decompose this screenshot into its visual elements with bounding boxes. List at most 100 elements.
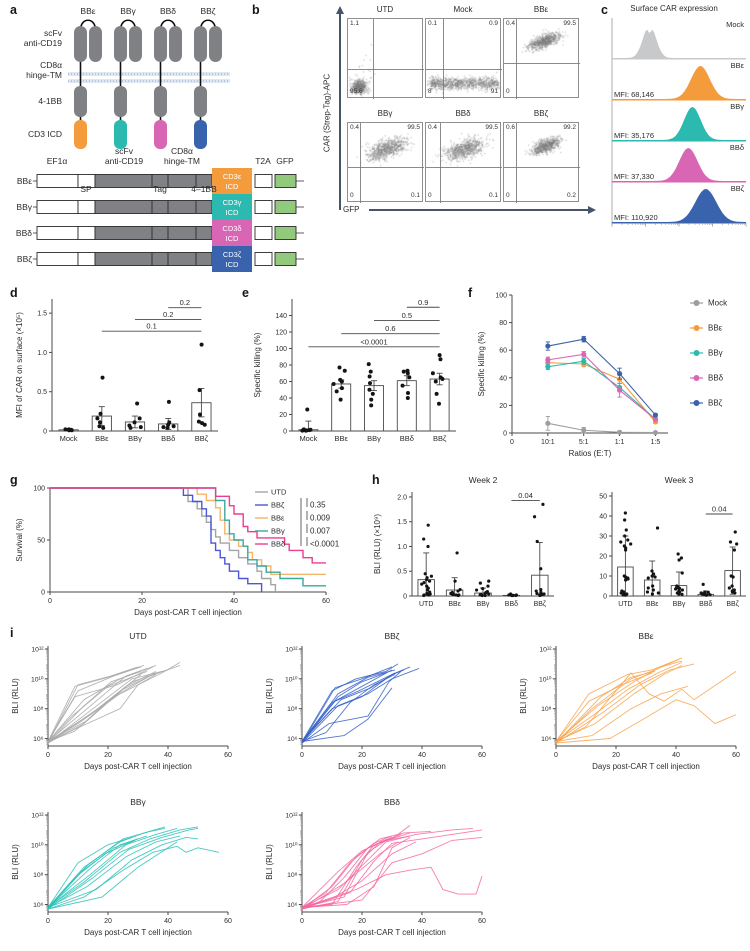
svg-text:10⁸: 10⁸ [287, 706, 298, 713]
svg-text:CD8α: CD8α [171, 146, 193, 156]
svg-text:1.5: 1.5 [37, 311, 47, 318]
svg-text:BLI (RLU): BLI (RLU) [265, 678, 274, 714]
bli-trace [47, 670, 142, 744]
svg-text:100: 100 [33, 486, 45, 493]
bli-trace [555, 660, 683, 742]
svg-text:1:5: 1:5 [651, 439, 661, 446]
svg-text:BBε: BBε [646, 601, 658, 608]
svg-text:BBδ: BBδ [271, 540, 285, 549]
svg-text:BBε: BBε [638, 631, 653, 641]
svg-text:Mock: Mock [60, 434, 78, 443]
svg-text:10⁸: 10⁸ [33, 872, 44, 879]
svg-text:BBζ: BBζ [271, 501, 285, 510]
svg-text:BBζ: BBζ [708, 399, 723, 408]
svg-text:CD3δ: CD3δ [222, 224, 241, 233]
panel-c-histograms: Mock BBε MFI: 68,146 BBγ MFI: 35,176 BBδ MFI: … [611, 18, 747, 227]
gate-line-horizontal [504, 167, 580, 168]
41bb-domain [74, 86, 87, 117]
svg-text:EF1α: EF1α [47, 156, 68, 166]
svg-text:T2A: T2A [255, 156, 271, 166]
svg-text:60: 60 [732, 752, 740, 759]
svg-text:CD3 ICD: CD3 ICD [28, 129, 62, 139]
svg-text:10⁶: 10⁶ [33, 736, 44, 743]
svg-text:20: 20 [138, 598, 146, 605]
scfv-domain [209, 26, 222, 62]
flow-plot-BBζ: 0.6 99.2 0 0.2 [503, 122, 580, 203]
bli-trace [47, 845, 220, 910]
svg-text:0: 0 [48, 598, 52, 605]
flow-plot-title: BBδ [455, 109, 471, 118]
svg-text:SP: SP [80, 184, 92, 194]
svg-text:10⁶: 10⁶ [287, 902, 298, 909]
bli-trace [301, 672, 387, 744]
svg-text:BBζ: BBζ [433, 434, 447, 443]
svg-text:BLI (RLU): BLI (RLU) [11, 678, 20, 714]
svg-text:0: 0 [46, 918, 50, 925]
bli-trace [301, 835, 393, 908]
svg-text:40: 40 [164, 752, 172, 759]
svg-text:20: 20 [279, 412, 287, 419]
svg-text:40: 40 [164, 918, 172, 925]
svg-text:1.0: 1.0 [397, 544, 407, 551]
bli-trace [555, 685, 689, 742]
bli-trace [301, 836, 393, 910]
svg-text:BBδ: BBδ [505, 601, 518, 608]
bli-trace [555, 664, 683, 742]
quadrant-percentage: 0 [506, 192, 510, 199]
svg-text:BBδ: BBδ [160, 6, 176, 16]
gate-line-horizontal [504, 63, 580, 64]
svg-text:4-1BB: 4-1BB [38, 96, 62, 106]
bli-trace [47, 841, 178, 910]
bli-trace [47, 839, 136, 908]
41bb-domain [154, 86, 167, 117]
svg-text:scFv: scFv [115, 146, 134, 156]
svg-text:0.6: 0.6 [385, 324, 395, 333]
gate-line-horizontal [426, 167, 502, 168]
bli-trace [301, 835, 411, 908]
flow-dot-cloud [426, 123, 502, 203]
gate-line-horizontal [426, 68, 502, 70]
svg-text:MFI of CAR on surface (×10⁵): MFI of CAR on surface (×10⁵) [15, 312, 24, 418]
flow-plot-BBγ: 0.4 99.5 0 0.1 [347, 122, 424, 203]
svg-text:30: 30 [599, 534, 607, 541]
bli-trace [301, 669, 396, 742]
bli-trace [47, 826, 199, 908]
gate-line-vertical [516, 19, 517, 99]
bli-trace [555, 657, 683, 742]
flow-y-axis-line [339, 14, 341, 210]
scfv-domain [154, 26, 167, 62]
svg-text:BBζ: BBζ [384, 631, 399, 641]
bli-trace [555, 661, 683, 742]
bli-trace [301, 832, 411, 908]
quadrant-percentage: 0.1 [410, 192, 420, 199]
svg-text:0: 0 [554, 752, 558, 759]
svg-text:BBδ: BBδ [384, 797, 400, 807]
svg-text:UTD: UTD [271, 488, 287, 497]
svg-text:BBζ: BBζ [726, 601, 738, 608]
svg-text:BBε: BBε [448, 601, 460, 608]
svg-text:0: 0 [41, 590, 45, 597]
svg-text:0.35: 0.35 [310, 501, 326, 510]
svg-text:Tag: Tag [153, 184, 167, 194]
svg-text:100: 100 [495, 293, 507, 300]
svg-text:BLI (RLU) (×10⁹): BLI (RLU) (×10⁹) [373, 514, 382, 574]
panel-g-survival-chart: 0 50 100 0 20 40 60 Days post-CAR T cell inject… [15, 486, 340, 618]
svg-text:140: 140 [275, 313, 287, 320]
flow-x-axis-arrow-icon [588, 206, 596, 214]
histogram-BBε [612, 66, 746, 100]
panel-c-letter: c [601, 3, 608, 17]
svg-text:20: 20 [499, 403, 507, 410]
series-Mock [547, 422, 656, 434]
svg-text:0.1: 0.1 [146, 322, 156, 331]
panel-h-letter: h [372, 473, 380, 487]
flow-x-axis-label: GFP [343, 205, 360, 214]
flow-dot-cloud [348, 19, 424, 99]
svg-text:anti-CD19: anti-CD19 [24, 38, 63, 48]
svg-text:0: 0 [300, 752, 304, 759]
svg-text:5:1: 5:1 [579, 439, 589, 446]
svg-text:scFv: scFv [44, 28, 63, 38]
svg-text:120: 120 [275, 330, 287, 337]
histogram-BBδ [612, 148, 746, 182]
flow-plot-title: BBγ [377, 109, 393, 118]
